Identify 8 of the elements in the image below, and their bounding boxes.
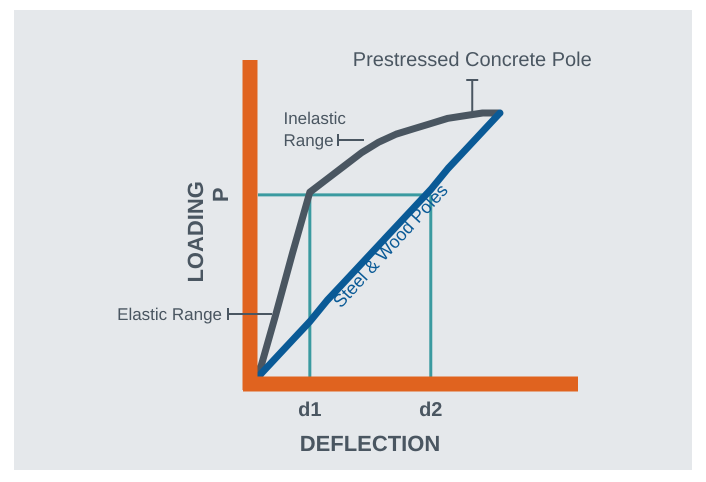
x-tick-label: d2 (419, 399, 442, 421)
text: Elastic Range (117, 305, 222, 324)
y-axis-title: LOADING (183, 181, 208, 283)
x-axis-title: DEFLECTION (300, 431, 440, 456)
annotation: Inelastic Range (284, 109, 346, 150)
ref-line-label: P (208, 187, 233, 202)
x-tick-label: d1 (298, 399, 322, 421)
text: Prestressed Concrete Pole (352, 49, 592, 71)
